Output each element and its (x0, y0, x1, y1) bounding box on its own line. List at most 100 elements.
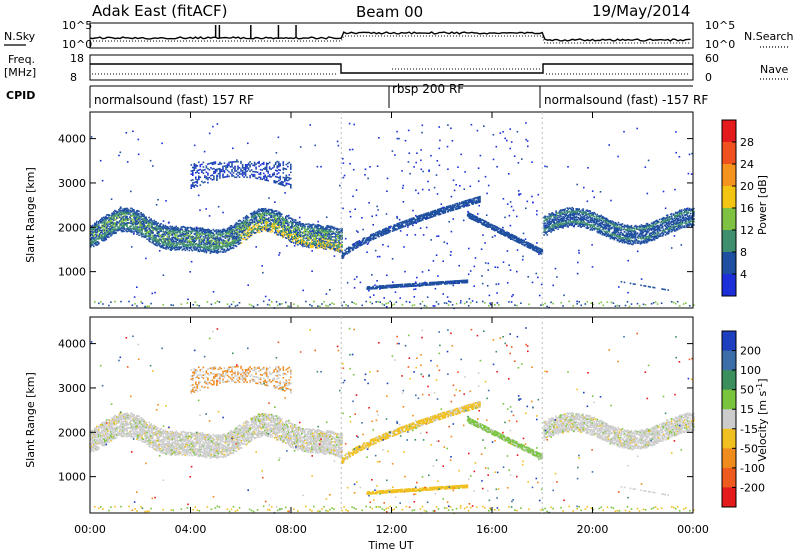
power-patch-cell (243, 167, 245, 169)
power-band-cell (638, 242, 640, 244)
power-band-cell (617, 234, 619, 236)
power-band-cell (127, 227, 129, 229)
power-band-cell (211, 241, 213, 243)
power-band-cell (546, 216, 548, 218)
power-band-cell (550, 222, 552, 224)
power-band-cell (623, 234, 625, 236)
power-band-cell (311, 233, 313, 235)
power-patch-cell (254, 171, 256, 173)
power-band-cell (256, 225, 258, 227)
power-band-cell (243, 217, 245, 219)
cpid-segment-3: normalsound (fast) -157 RF (544, 93, 708, 107)
power-band-cell (610, 220, 612, 222)
power-patch-cell (219, 173, 221, 175)
power-band-cell (203, 236, 205, 238)
power-patch-cell (240, 162, 242, 164)
power-patch-cell (207, 174, 209, 176)
power-patch-cell (266, 166, 268, 168)
power-band-cell (588, 220, 590, 222)
power-band-cell (104, 239, 106, 241)
power-band-cell (557, 228, 559, 230)
power-patch-cell (210, 162, 212, 164)
power-band-cell (141, 230, 143, 232)
power-patch-cell (234, 170, 236, 172)
power-patch-cell (257, 162, 259, 164)
power-patch-cell (248, 167, 250, 169)
power-band-cell (584, 221, 586, 223)
power-patch-cell (204, 175, 206, 177)
power-band-cell (176, 244, 178, 246)
power-band-cell (646, 227, 648, 229)
freq-label-1: Freq. (8, 53, 35, 66)
power-band-cell (681, 209, 683, 211)
power-patch-cell (261, 169, 263, 171)
power-band-cell (211, 246, 213, 248)
power-band-cell (338, 246, 340, 248)
power-band-cell (557, 215, 559, 217)
power-band-cell (124, 228, 126, 230)
power-band-cell (247, 219, 249, 221)
power-band-cell (338, 248, 340, 250)
power-band-cell (104, 222, 106, 224)
power-patch-cell (246, 167, 248, 169)
power-band-cell (187, 239, 189, 241)
power-patch-cell (249, 161, 251, 163)
power-patch-cell (219, 169, 221, 171)
power-patch-cell (218, 173, 220, 175)
power-patch-cell (283, 163, 285, 165)
power-band-cell (621, 232, 623, 234)
power-band-cell (270, 231, 272, 233)
power-band-cell (339, 251, 341, 253)
power-patch-cell (276, 176, 278, 178)
power-patch-cell (260, 174, 262, 176)
power-band-cell (256, 216, 258, 218)
power-band-cell (277, 214, 279, 216)
power-band-cell (635, 231, 637, 233)
power-band-cell (335, 241, 337, 243)
power-band-cell (272, 231, 274, 233)
power-band-cell (151, 235, 153, 237)
power-patch-cell (213, 162, 215, 164)
power-patch-cell (267, 175, 269, 177)
power-patch-cell (249, 175, 251, 177)
power-band-cell (591, 222, 593, 224)
power-patch-cell (219, 171, 221, 173)
power-patch-cell (197, 181, 199, 183)
freq-tick-left-top: 18 (70, 52, 84, 65)
power-band-cell (276, 210, 278, 212)
power-band-cell (278, 234, 280, 236)
power-patch-cell (289, 162, 291, 164)
power-patch-cell (272, 175, 274, 177)
power-band-cell (651, 225, 653, 227)
power-patch-cell (209, 169, 211, 171)
power-patch-cell (195, 164, 197, 166)
power-band-cell (684, 225, 686, 227)
power-band-cell (197, 234, 199, 236)
power-patch-cell (283, 161, 285, 163)
nsky-spikes (216, 25, 296, 38)
power-patch-cell (242, 167, 244, 169)
power-band-cell (680, 217, 682, 219)
power-band-cell (297, 244, 299, 246)
power-band-cell (217, 236, 219, 238)
power-band-cell (553, 221, 555, 223)
power-band-cell (188, 233, 190, 235)
freq-label-2: [MHz] (4, 66, 36, 79)
power-patch-cell (194, 185, 196, 187)
power-patch-cell (278, 177, 280, 179)
power-patch-cell (194, 165, 196, 167)
power-band-cell (686, 221, 688, 223)
power-band-cell (543, 224, 545, 226)
power-patch-cell (276, 165, 278, 167)
power-band-cell (185, 227, 187, 229)
power-band-cell (683, 216, 685, 218)
power-patch-cell (219, 177, 221, 179)
power-patch-cell (194, 169, 196, 171)
power-band-cell (678, 218, 680, 220)
beam-title: Beam 00 (356, 3, 423, 21)
power-patch-cell (283, 169, 285, 171)
power-band-cell (280, 220, 282, 222)
power-band-cell (146, 227, 148, 229)
power-band-cell (111, 234, 113, 236)
power-band-cell (177, 238, 179, 240)
